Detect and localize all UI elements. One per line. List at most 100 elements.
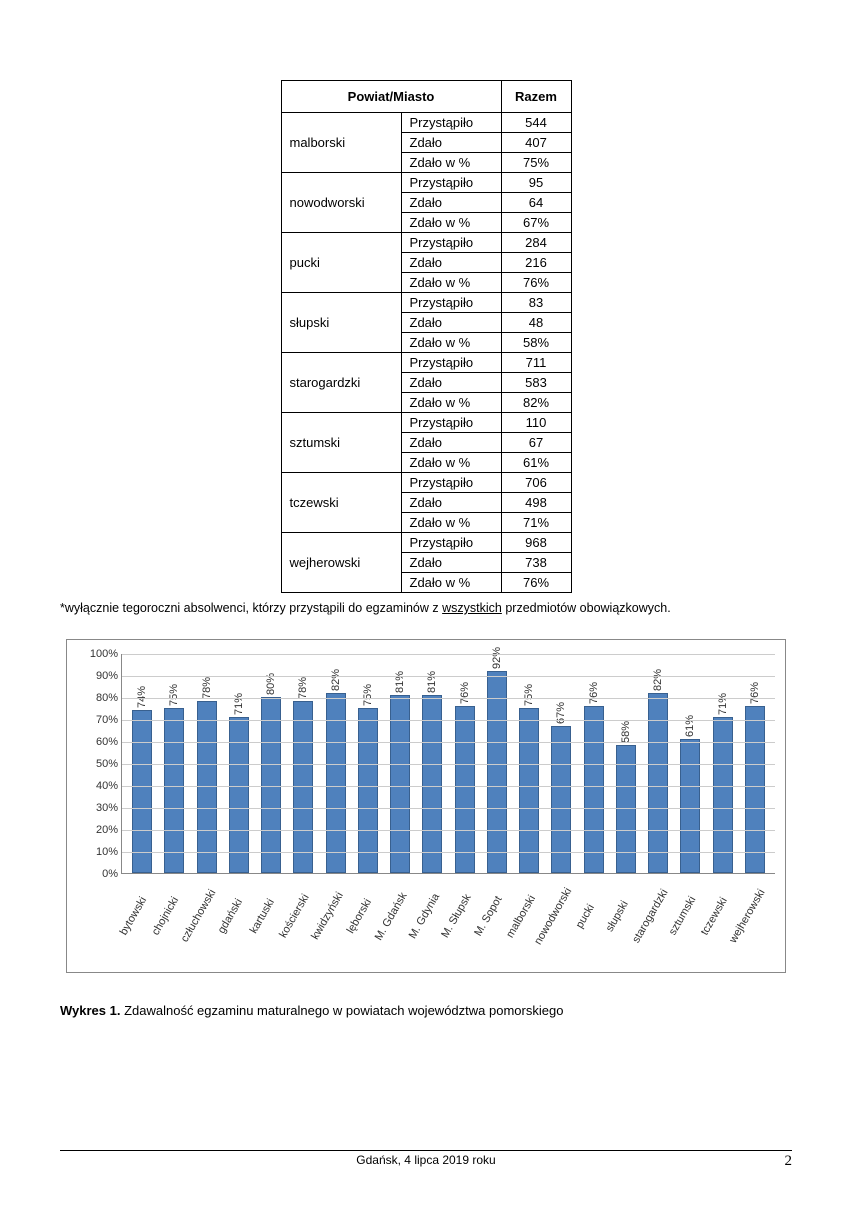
table-row: słupskiPrzystąpiło83 [281,293,571,313]
y-tick-label: 20% [78,824,118,836]
bar: 75% [513,684,545,873]
cell-metric: Zdało w % [401,513,501,533]
cell-metric: Zdało w % [401,333,501,353]
bar: 78% [191,677,223,873]
bar-value-label: 78% [297,677,309,699]
cell-value: 58% [501,333,571,353]
y-tick-label: 40% [78,780,118,792]
cell-value: 407 [501,133,571,153]
table-row: puckiPrzystąpiło284 [281,233,571,253]
cell-metric: Zdało [401,313,501,333]
bar-value-label: 81% [394,671,406,693]
cell-powiat: sztumski [281,413,401,473]
th-razem: Razem [501,81,571,113]
cell-metric: Zdało [401,253,501,273]
chart-caption: Wykres 1. Zdawalność egzaminu maturalneg… [60,1003,792,1018]
cell-metric: Zdało w % [401,393,501,413]
cell-value: 83 [501,293,571,313]
chart-plot-area: 74%75%78%71%80%78%82%75%81%81%76%92%75%6… [121,654,775,874]
page-footer: Gdańsk, 4 lipca 2019 roku 2 [60,1150,792,1170]
bar-value-label: 76% [588,682,600,704]
table-row: nowodworskiPrzystąpiło95 [281,173,571,193]
cell-value: 738 [501,553,571,573]
cell-value: 61% [501,453,571,473]
cell-value: 76% [501,573,571,593]
table-row: tczewskiPrzystąpiło706 [281,473,571,493]
y-tick-label: 70% [78,714,118,726]
bar-value-label: 78% [201,677,213,699]
y-tick-label: 50% [78,758,118,770]
cell-powiat: wejherowski [281,533,401,593]
bar: 75% [352,684,384,873]
bar: 76% [739,682,771,873]
cell-value: 583 [501,373,571,393]
bar-value-label: 82% [652,669,664,691]
y-tick-label: 60% [78,736,118,748]
results-table: Powiat/Miasto Razem malborskiPrzystąpiło… [281,80,572,593]
cell-metric: Przystąpiło [401,233,501,253]
table-row: starogardzkiPrzystąpiło711 [281,353,571,373]
bar-value-label: 58% [620,721,632,743]
cell-value: 544 [501,113,571,133]
bar: 58% [610,721,642,873]
bar: 76% [449,682,481,873]
bar: 80% [255,673,287,873]
bar: 75% [158,684,190,873]
cell-powiat: starogardzki [281,353,401,413]
cell-metric: Zdało [401,433,501,453]
cell-metric: Zdało [401,493,501,513]
chart-container: 74%75%78%71%80%78%82%75%81%81%76%92%75%6… [66,639,786,973]
cell-metric: Przystąpiło [401,473,501,493]
bar-value-label: 75% [523,684,535,706]
cell-metric: Zdało w % [401,453,501,473]
bar-value-label: 71% [717,693,729,715]
cell-value: 71% [501,513,571,533]
cell-powiat: słupski [281,293,401,353]
bar-value-label: 61% [684,715,696,737]
bar: 82% [320,669,352,873]
bar: 67% [545,702,577,873]
cell-value: 95 [501,173,571,193]
bar-value-label: 75% [362,684,374,706]
cell-metric: Zdało w % [401,213,501,233]
bar-value-label: 82% [330,669,342,691]
bar-value-label: 92% [491,647,503,669]
bar: 81% [416,671,448,873]
y-tick-label: 80% [78,692,118,704]
cell-value: 284 [501,233,571,253]
cell-value: 82% [501,393,571,413]
bar-value-label: 76% [749,682,761,704]
bar: 74% [126,686,158,873]
table-row: sztumskiPrzystąpiło110 [281,413,571,433]
cell-value: 711 [501,353,571,373]
y-tick-label: 30% [78,802,118,814]
cell-value: 76% [501,273,571,293]
table-footnote: *wyłącznie tegoroczni absolwenci, którzy… [60,601,792,615]
cell-value: 216 [501,253,571,273]
cell-value: 75% [501,153,571,173]
cell-powiat: pucki [281,233,401,293]
bar: 78% [287,677,319,873]
y-tick-label: 10% [78,846,118,858]
y-tick-label: 90% [78,670,118,682]
bar-value-label: 81% [426,671,438,693]
cell-metric: Przystąpiło [401,533,501,553]
cell-metric: Przystąpiło [401,413,501,433]
bar-value-label: 71% [233,693,245,715]
cell-value: 110 [501,413,571,433]
cell-powiat: tczewski [281,473,401,533]
bar: 76% [578,682,610,873]
cell-value: 968 [501,533,571,553]
cell-metric: Przystąpiło [401,173,501,193]
y-tick-label: 100% [78,648,118,660]
table-row: malborskiPrzystąpiło544 [281,113,571,133]
cell-metric: Zdało [401,193,501,213]
cell-value: 67 [501,433,571,453]
cell-value: 64 [501,193,571,213]
bar: 92% [481,647,513,873]
cell-metric: Zdało w % [401,153,501,173]
cell-value: 48 [501,313,571,333]
cell-metric: Zdało [401,373,501,393]
cell-metric: Przystąpiło [401,113,501,133]
table-row: wejherowskiPrzystąpiło968 [281,533,571,553]
